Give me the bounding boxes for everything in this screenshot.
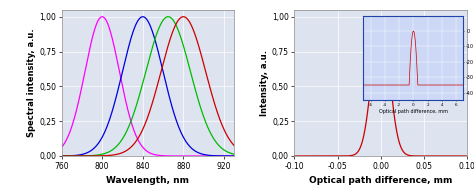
- X-axis label: Wavelength, nm: Wavelength, nm: [106, 176, 189, 185]
- Y-axis label: Intensity, a.u.: Intensity, a.u.: [260, 50, 269, 116]
- X-axis label: Optical path difference, mm: Optical path difference, mm: [309, 176, 452, 185]
- Y-axis label: Spectral intensity, a.u.: Spectral intensity, a.u.: [27, 28, 36, 137]
